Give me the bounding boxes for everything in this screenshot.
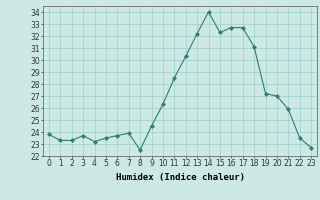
X-axis label: Humidex (Indice chaleur): Humidex (Indice chaleur) xyxy=(116,173,244,182)
